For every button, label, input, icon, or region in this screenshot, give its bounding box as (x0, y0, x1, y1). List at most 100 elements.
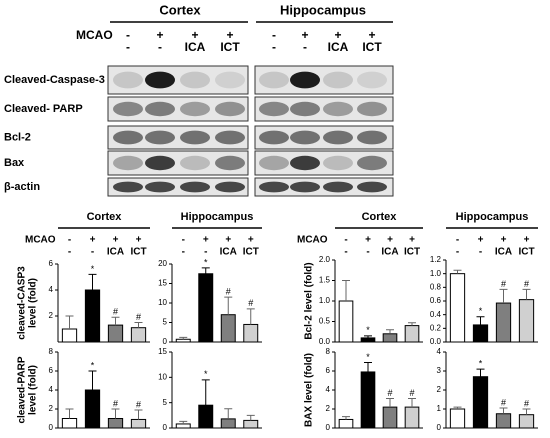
condition: - (344, 235, 347, 246)
error-bar (111, 408, 120, 419)
condition: + (368, 28, 375, 42)
condition: - (68, 247, 71, 258)
annotation: # (501, 279, 506, 289)
bar (175, 423, 191, 429)
band (113, 71, 143, 89)
error-bar (246, 308, 255, 325)
condition: - (456, 235, 459, 246)
error-bar (386, 398, 394, 408)
y-tick-label: 0 (49, 423, 54, 432)
band (323, 71, 353, 89)
condition: - (272, 28, 276, 42)
band (145, 71, 175, 89)
y-tick-label: 1.5 (319, 276, 331, 285)
condition: - (344, 247, 347, 258)
band (113, 181, 143, 193)
error-bar (342, 416, 350, 420)
y-axis-label: level (fold) (28, 365, 39, 415)
bar (198, 273, 214, 343)
y-tick-label: 4 (437, 347, 442, 356)
y-tick-label: 3 (437, 366, 442, 375)
band (259, 71, 289, 89)
condition-label: MCAO (76, 28, 113, 42)
band (357, 71, 387, 89)
band (113, 155, 143, 171)
bar (198, 404, 214, 429)
error-bar (88, 370, 97, 390)
condition: + (136, 235, 142, 246)
error-bar (224, 296, 233, 315)
bar (472, 324, 489, 343)
bar (449, 408, 466, 429)
bar (130, 418, 147, 429)
bar (338, 418, 354, 429)
condition: + (90, 235, 96, 246)
band (145, 181, 175, 193)
error-bar (408, 322, 416, 326)
error-bar (246, 414, 255, 421)
condition: ICA (185, 40, 206, 54)
bar (107, 324, 124, 343)
annotation: # (248, 298, 253, 308)
band-label: Cleaved-Caspase-3 (4, 74, 105, 86)
condition-label: MCAO (297, 235, 328, 246)
band (180, 130, 210, 145)
error-bar (364, 335, 372, 338)
bar (220, 418, 236, 429)
blot-group-title: Cortex (159, 2, 201, 17)
band (180, 155, 210, 171)
condition: - (204, 247, 207, 258)
chart-title: Hippocampus (456, 211, 529, 223)
band (145, 130, 175, 145)
error-bar (179, 336, 188, 340)
chart-title: Hippocampus (181, 211, 254, 223)
condition: ICA (381, 247, 398, 258)
band-label: β-actin (4, 181, 40, 193)
y-tick-label: 4 (49, 385, 54, 394)
error-bar (224, 408, 233, 419)
condition: ICT (518, 247, 534, 258)
band (113, 130, 143, 145)
y-tick-label: 0 (163, 337, 168, 346)
y-tick-label: 0.4 (430, 310, 442, 319)
y-tick-label: 0.5 (319, 317, 331, 326)
y-tick-label: 0.6 (430, 296, 442, 305)
blot-frame (107, 65, 249, 95)
blot-group-title: Hippocampus (280, 2, 366, 17)
condition: + (203, 235, 209, 246)
blot-frame (254, 65, 394, 95)
y-axis-label: BAX level (fold) (304, 353, 315, 427)
error-bar (201, 267, 210, 274)
band (259, 101, 289, 117)
condition: ICA (328, 40, 349, 54)
condition: + (226, 28, 233, 42)
error-bar (65, 408, 74, 419)
bar (243, 419, 259, 429)
annotation: * (91, 360, 95, 370)
band (259, 130, 289, 145)
annotation: * (366, 352, 370, 362)
band (215, 130, 245, 145)
band (215, 71, 245, 89)
band (357, 130, 387, 145)
annotation: # (113, 307, 118, 317)
bar (360, 371, 376, 429)
band (323, 130, 353, 145)
error-bar (134, 322, 143, 328)
condition: - (68, 235, 71, 246)
y-tick-label: 2 (49, 311, 54, 320)
error-bar (134, 409, 143, 420)
error-bar (453, 269, 462, 274)
bar (107, 418, 124, 429)
condition: - (182, 235, 185, 246)
annotation: * (366, 325, 370, 335)
y-tick-label: 4 (326, 385, 331, 394)
annotation: * (91, 264, 95, 274)
error-bar (386, 329, 394, 334)
condition: ICT (220, 40, 240, 54)
band-label: Bax (4, 157, 25, 169)
band (145, 101, 175, 117)
y-tick-label: 1.0 (319, 296, 331, 305)
condition: - (126, 28, 130, 42)
error-bar (476, 316, 485, 325)
